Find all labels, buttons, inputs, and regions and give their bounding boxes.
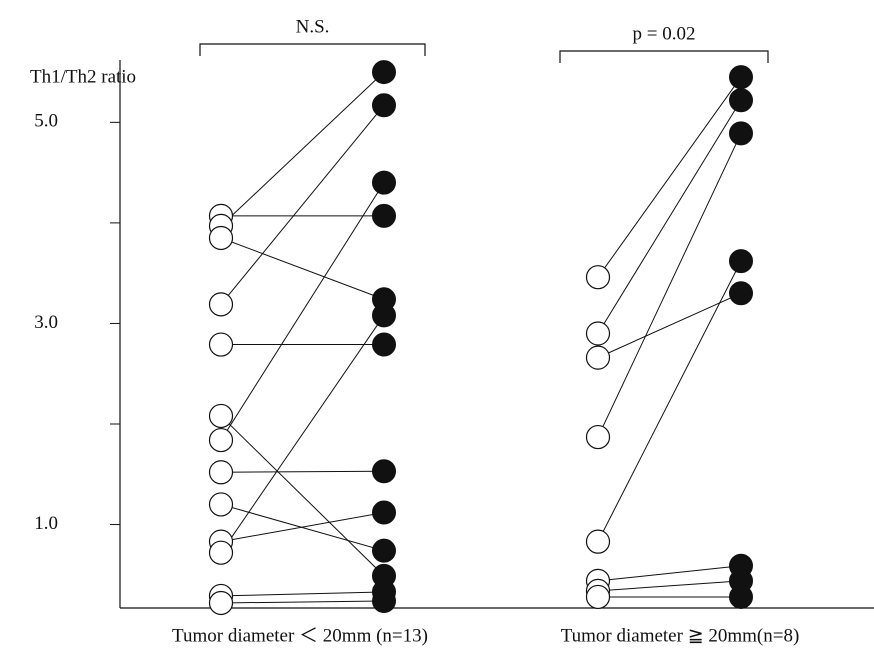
pair-line xyxy=(220,315,385,553)
before-point xyxy=(208,403,234,429)
before-point xyxy=(585,265,611,290)
after-point xyxy=(372,203,396,228)
before-point xyxy=(585,321,611,346)
before-point xyxy=(208,427,234,453)
before-point xyxy=(208,460,234,485)
pair-line xyxy=(220,511,385,543)
bracket xyxy=(199,43,426,56)
pair-line xyxy=(220,182,385,441)
before-point xyxy=(208,292,234,317)
after-point xyxy=(372,93,396,118)
pair-line xyxy=(220,237,385,300)
pair-line xyxy=(597,580,742,592)
after-point xyxy=(729,121,753,146)
x-tick-label: Tumor diameter ＜ 20mm (n=13) xyxy=(172,625,428,646)
pair-line xyxy=(597,565,742,582)
x-tick-label: Tumor diameter ≧ 20mm(n=8) xyxy=(561,625,800,646)
after-point xyxy=(372,60,396,85)
before-point xyxy=(585,529,611,554)
after-point xyxy=(729,65,753,90)
bracket xyxy=(559,50,769,63)
before-point xyxy=(585,345,611,370)
before-point xyxy=(208,590,234,616)
pair-line xyxy=(597,99,742,334)
pair-line xyxy=(220,104,385,305)
pair-line xyxy=(220,600,385,604)
pair-line xyxy=(597,292,742,359)
before-point xyxy=(208,492,234,517)
after-point xyxy=(372,500,396,525)
y-tick-label: 5.0 xyxy=(34,111,58,132)
before-point xyxy=(208,332,234,357)
after-point xyxy=(729,249,753,274)
before-point xyxy=(585,584,611,610)
pair-line xyxy=(597,76,742,278)
pair-line xyxy=(220,415,385,577)
annotation: N.S. xyxy=(296,16,330,37)
after-point xyxy=(372,170,396,195)
after-point xyxy=(729,281,753,306)
before-point xyxy=(208,225,234,251)
before-point xyxy=(208,540,234,565)
pair-line xyxy=(597,133,742,438)
pair-line xyxy=(220,71,385,227)
after-point xyxy=(729,88,753,113)
annotation: p = 0.02 xyxy=(633,23,696,44)
after-point xyxy=(372,332,396,357)
after-point xyxy=(372,588,396,613)
y-tick-label: 1.0 xyxy=(34,513,58,534)
after-point xyxy=(372,459,396,484)
pair-line xyxy=(220,470,385,473)
y-axis-label: Th1/Th2 ratio xyxy=(30,66,136,87)
pair-line xyxy=(597,260,742,542)
before-point xyxy=(585,424,611,450)
after-point xyxy=(372,303,396,328)
after-point xyxy=(729,584,753,609)
y-tick-label: 3.0 xyxy=(34,312,58,333)
pair-line xyxy=(220,591,385,597)
after-point xyxy=(372,538,396,563)
